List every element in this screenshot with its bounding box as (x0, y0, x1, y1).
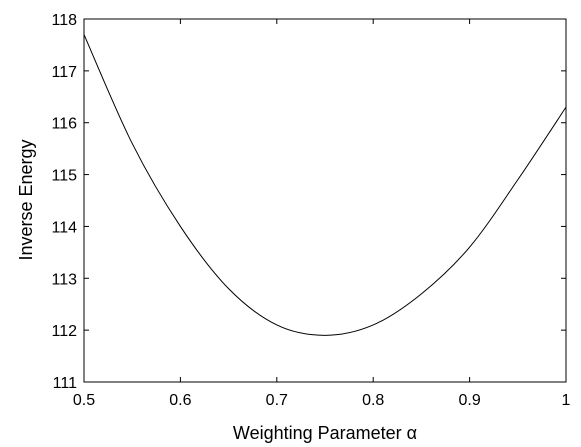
series-line (83, 34, 567, 336)
y-tick-label: 114 (51, 219, 77, 236)
y-tick-label: 112 (51, 323, 77, 340)
y-tick-label: 111 (53, 375, 77, 392)
x-tick-label: 0.6 (169, 392, 191, 409)
y-ticks: 111 112 113 114 115 116 117 118 (51, 12, 566, 392)
y-tick-label: 116 (51, 116, 77, 133)
y-tick-label: 117 (51, 64, 77, 81)
x-tick-label: 0.8 (362, 392, 384, 409)
y-tick-label: 118 (51, 12, 77, 29)
x-tick-label: 0.9 (458, 392, 480, 409)
plot-area (83, 18, 567, 383)
x-axis-label: Weighting Parameter α (233, 423, 417, 443)
x-ticks: 0.5 0.6 0.7 0.8 0.9 1 (73, 19, 571, 409)
y-tick-label: 115 (51, 168, 77, 185)
y-tick-label: 113 (51, 271, 77, 288)
y-axis-label: Inverse Energy (16, 139, 36, 260)
x-tick-label: 1 (562, 392, 571, 409)
x-tick-label: 0.7 (266, 392, 288, 409)
x-tick-label: 0.5 (73, 392, 95, 409)
series-layer (83, 34, 567, 336)
